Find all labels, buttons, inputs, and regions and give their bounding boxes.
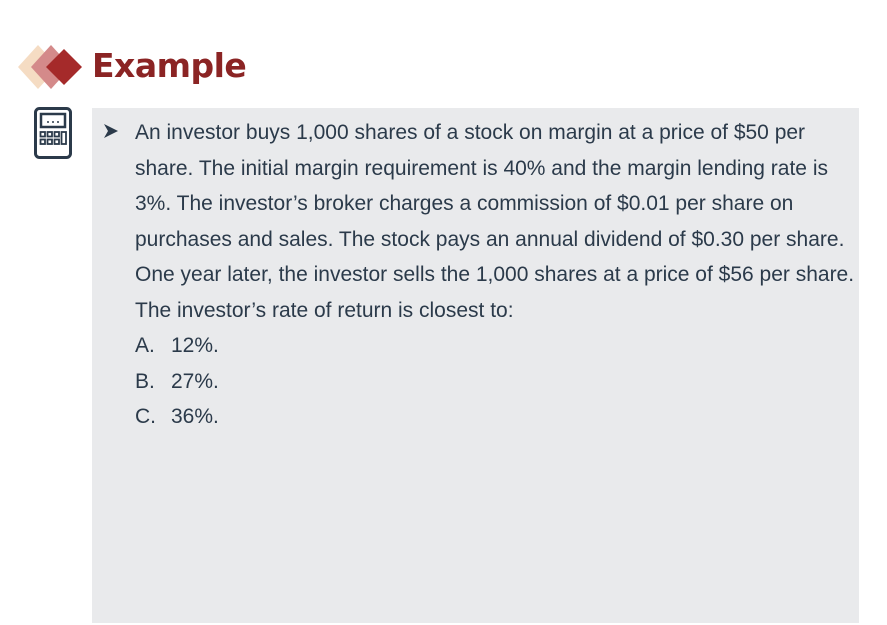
option-c: C. 36%. [135, 399, 219, 435]
option-letter: B. [135, 369, 155, 393]
question-text: An investor buys 1,000 shares of a stock… [135, 121, 855, 322]
overlapping-diamonds-icon [18, 45, 82, 89]
option-value: 12%. [171, 334, 219, 357]
question-box: An investor buys 1,000 shares of a stock… [92, 108, 859, 623]
option-a: A. 12%. [135, 328, 219, 364]
calculator-icon [34, 107, 72, 159]
option-value: 27%. [171, 369, 219, 393]
page-title: Example [92, 46, 247, 85]
option-value: 36%. [171, 405, 219, 428]
answer-options: A. 12%. B. 27%. C. 36%. [135, 328, 219, 435]
option-b: B. 27%. [135, 364, 219, 400]
option-letter: C. [135, 405, 156, 428]
arrow-bullet-icon [104, 124, 118, 138]
option-letter: A. [135, 334, 155, 357]
